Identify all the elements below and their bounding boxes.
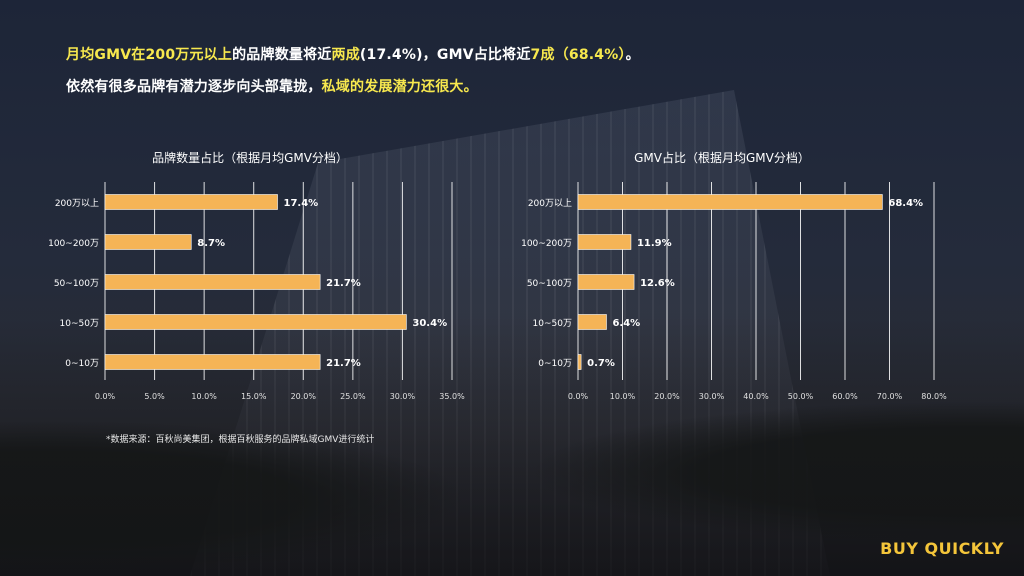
y-category-label: 0~10万 [65, 359, 99, 369]
y-category-label: 50~100万 [527, 279, 572, 289]
data-label: 68.4% [888, 198, 923, 209]
data-label: 21.7% [326, 358, 361, 369]
x-tick-label: 5.0% [144, 392, 165, 401]
headline-segment: 。 [625, 47, 640, 63]
headline-line-2: 依然有很多品牌有潜力逐步向头部靠拢，私域的发展潜力还很大。 [66, 76, 478, 96]
bar [577, 234, 632, 250]
brand-logo-text: BUY QUICKLY [880, 539, 1004, 558]
chart-title: GMV占比（根据月均GMV分档） [634, 150, 810, 165]
bar [104, 314, 407, 330]
headline-line-1: 月均GMV在200万元以上的品牌数量将近两成(17.4%)，GMV占比将近7成（… [66, 44, 640, 64]
headline-segment: 依然有很多品牌有潜力逐步向头部靠拢， [66, 79, 322, 95]
headline-segment: 的品牌数量将近 [232, 47, 332, 63]
source-note: *数据来源：百秋尚美集团，根据百秋服务的品牌私域GMV进行统计 [106, 435, 375, 445]
bar [577, 314, 607, 330]
bar [104, 234, 192, 250]
headline-segment: 7成（68.4%） [530, 47, 626, 63]
data-label: 12.6% [640, 278, 675, 289]
y-category-label: 50~100万 [54, 279, 99, 289]
headline-segment: (17.4%)，GMV占比将近 [359, 47, 531, 63]
x-tick-label: 25.0% [340, 392, 366, 401]
x-tick-label: 40.0% [743, 392, 769, 401]
y-category-label: 10~50万 [60, 319, 99, 329]
headline-segment: 私域的发展潜力还很大。 [321, 79, 478, 95]
x-tick-label: 20.0% [654, 392, 680, 401]
chart-title: 品牌数量占比（根据月均GMV分档） [152, 150, 348, 165]
x-tick-label: 0.0% [95, 392, 116, 401]
data-label: 0.7% [587, 358, 615, 369]
data-label: 21.7% [326, 278, 361, 289]
x-tick-label: 35.0% [439, 392, 465, 401]
y-category-label: 200万以上 [528, 198, 572, 209]
x-tick-label: 10.0% [610, 392, 636, 401]
data-label: 8.7% [197, 238, 225, 249]
bar [104, 354, 321, 370]
bar [577, 194, 883, 210]
brand-count-share-chart: 品牌数量占比（根据月均GMV分档） 0.0% 5.0% 10.0% 15.0% 20.0%… [48, 150, 465, 401]
x-tick-label: 30.0% [390, 392, 416, 401]
x-tick-label: 30.0% [699, 392, 725, 401]
y-category-label: 10~50万 [533, 319, 572, 329]
x-tick-label: 20.0% [291, 392, 317, 401]
y-category-label: 0~10万 [538, 359, 572, 369]
bar [104, 194, 278, 210]
bar [577, 354, 582, 370]
data-label: 30.4% [412, 318, 447, 329]
x-tick-label: 60.0% [832, 392, 858, 401]
x-tick-label: 50.0% [788, 392, 814, 401]
gmv-share-chart: GMV占比（根据月均GMV分档） 0.0% 10.0% 20.0% 30.0% 40.0%… [521, 150, 947, 401]
bar [577, 274, 635, 290]
x-tick-label: 80.0% [921, 392, 947, 401]
bar [104, 274, 321, 290]
data-label: 6.4% [612, 318, 640, 329]
data-label: 11.9% [637, 238, 672, 249]
y-category-label: 100~200万 [521, 239, 572, 249]
x-tick-label: 10.0% [191, 392, 217, 401]
headline-segment: 两成 [331, 47, 360, 63]
headline-segment: 月均GMV在200万元以上 [66, 47, 233, 63]
x-tick-label: 15.0% [241, 392, 267, 401]
x-tick-label: 70.0% [877, 392, 903, 401]
y-category-label: 200万以上 [55, 198, 99, 209]
y-category-label: 100~200万 [48, 239, 99, 249]
x-tick-label: 0.0% [568, 392, 589, 401]
data-label: 17.4% [284, 198, 319, 209]
